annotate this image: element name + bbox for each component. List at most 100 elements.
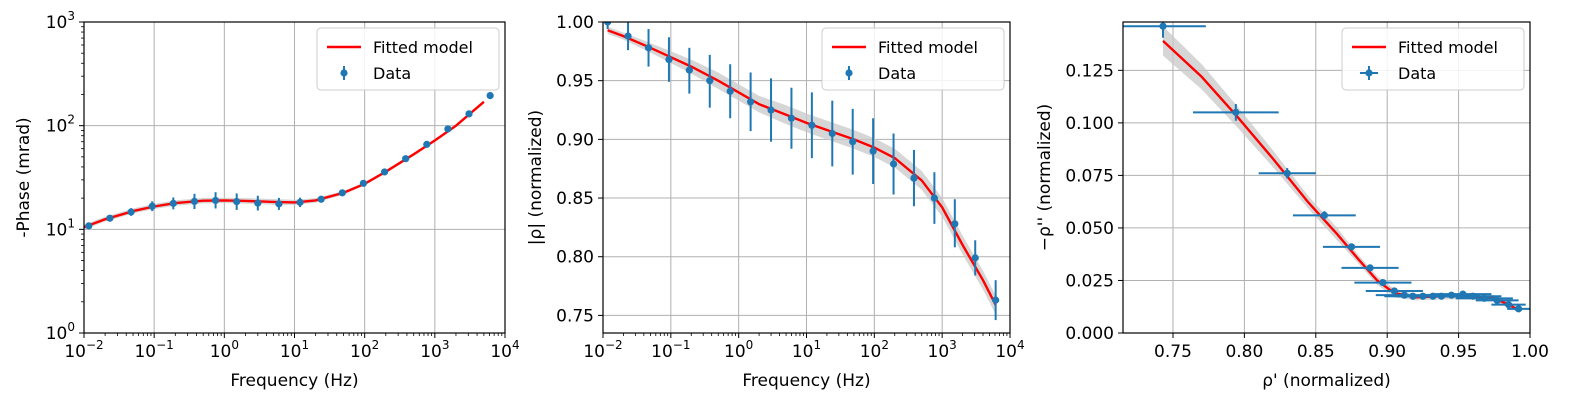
data-point xyxy=(1390,287,1398,295)
x-tick-label-base: 10 xyxy=(928,342,950,362)
legend-data-label: Data xyxy=(373,64,411,83)
x-tick-label: 0.80 xyxy=(1225,342,1263,362)
x-tick-label: 102 xyxy=(860,338,889,362)
x-tick-label-base: 10 xyxy=(280,342,302,362)
x-tick-label-base: 10 xyxy=(420,342,442,362)
data-point xyxy=(1514,305,1523,313)
legend-data-label: Data xyxy=(878,64,916,83)
y-tick-label-exp: 3 xyxy=(67,9,75,23)
data-point xyxy=(665,55,673,64)
y-axis-label: −ρ'' (normalized) xyxy=(1035,104,1055,252)
data-point xyxy=(971,254,979,262)
data-point xyxy=(233,198,241,206)
y-tick-label: 101 xyxy=(46,216,75,240)
data-point xyxy=(726,87,734,95)
x-tick-label: 101 xyxy=(280,338,309,362)
y-tick-label: 102 xyxy=(46,113,75,137)
x-tick-label: 0.90 xyxy=(1368,342,1406,362)
x-tick-label-exp: 4 xyxy=(512,338,520,352)
data-point xyxy=(624,32,632,40)
x-tick-label-base: 10 xyxy=(134,342,156,362)
data-point xyxy=(423,140,431,148)
data-point xyxy=(828,129,836,138)
data-point xyxy=(359,179,368,187)
y-tick-label: 0.000 xyxy=(1065,324,1114,344)
y-axis-label: -Phase (mrad) xyxy=(14,117,34,237)
y-tick-label-base: 10 xyxy=(46,324,68,344)
x-tick-label: 10−2 xyxy=(64,338,103,362)
y-tick-label-base: 10 xyxy=(46,117,68,137)
x-tick-label-base: 10 xyxy=(210,342,232,362)
x-tick-label-exp: 0 xyxy=(231,338,239,352)
x-tick-label: 100 xyxy=(210,338,239,362)
x-tick-label-exp: 3 xyxy=(442,338,450,352)
x-tick-label: 104 xyxy=(995,338,1024,362)
x-tick-label: 10−1 xyxy=(651,338,690,362)
y-tick-label: 1.00 xyxy=(556,13,594,33)
x-tick-label: 10−1 xyxy=(134,338,173,362)
data-point xyxy=(1504,301,1513,309)
x-axis-label: Frequency (Hz) xyxy=(230,371,358,391)
legend: Fitted model Data xyxy=(1341,27,1525,91)
data-point xyxy=(254,199,262,207)
x-axis-label: ρ' (normalized) xyxy=(1262,371,1391,391)
data-point xyxy=(402,155,410,163)
x-tick-label-exp: 0 xyxy=(746,338,754,352)
x-tick-label-base: 10 xyxy=(490,342,512,362)
y-tick-label: 0.85 xyxy=(556,189,594,209)
data-point xyxy=(1493,296,1501,305)
confidence-band xyxy=(607,26,996,315)
chart-panel-2: 10−2 10−1 100 101 102 103 1040.750.800.850.900… xyxy=(526,13,1025,391)
x-tick-label-base: 10 xyxy=(64,342,86,362)
y-tick-label-base: 10 xyxy=(46,13,68,33)
x-tick-label-exp: 2 xyxy=(881,338,889,352)
data-point xyxy=(127,208,135,216)
data-point xyxy=(1320,211,1328,219)
plot-area xyxy=(84,91,494,230)
data-point xyxy=(465,110,473,118)
chart-panel-1: 10−2 10−1 100 101 102 103 104100101102103Frequ… xyxy=(14,9,520,391)
x-tick-label-exp: −1 xyxy=(673,338,691,352)
y-tick-label: 100 xyxy=(46,320,75,344)
y-tick-label-base: 10 xyxy=(46,220,68,240)
y-tick-label: 0.100 xyxy=(1065,114,1114,134)
x-tick-label: 10−2 xyxy=(583,338,622,362)
x-tick-label-base: 10 xyxy=(350,342,372,362)
data-point xyxy=(808,121,816,129)
data-point xyxy=(930,194,938,202)
x-tick-label: 104 xyxy=(490,338,519,362)
x-tick-label: 1.00 xyxy=(1511,342,1549,362)
x-tick-label: 103 xyxy=(928,338,957,362)
y-tick-label: 0.125 xyxy=(1065,61,1114,81)
y-tick-label: 0.95 xyxy=(556,72,594,92)
x-tick-label-exp: 2 xyxy=(372,338,380,352)
y-tick-label: 0.75 xyxy=(556,306,594,326)
data-point xyxy=(767,106,775,114)
x-tick-label-base: 10 xyxy=(651,342,673,362)
confidence-band xyxy=(84,100,484,230)
axes-frame xyxy=(1122,21,1531,334)
fitted-model-line xyxy=(84,100,485,229)
x-tick-label-base: 10 xyxy=(724,342,746,362)
y-tick-label: 0.80 xyxy=(556,248,594,268)
data-point xyxy=(444,125,452,133)
data-point xyxy=(1232,108,1240,116)
data-point xyxy=(747,98,755,106)
legend-box xyxy=(821,27,1005,91)
legend-box xyxy=(316,27,500,91)
legend-model-label: Fitted model xyxy=(1398,38,1498,57)
data-point xyxy=(148,202,156,210)
data-point xyxy=(1283,169,1291,177)
legend-box xyxy=(1341,27,1525,91)
data-point xyxy=(992,296,1000,304)
legend-data-marker xyxy=(1365,69,1373,77)
x-tick-label-exp: 4 xyxy=(1017,338,1025,352)
plot-area xyxy=(1123,22,1530,313)
y-tick-label-exp: 2 xyxy=(67,113,75,127)
data-point xyxy=(889,160,898,168)
x-tick-label-base: 10 xyxy=(995,342,1017,362)
x-tick-label-exp: −2 xyxy=(86,338,104,352)
y-tick-label: 0.050 xyxy=(1065,219,1114,239)
data-point xyxy=(296,198,304,206)
